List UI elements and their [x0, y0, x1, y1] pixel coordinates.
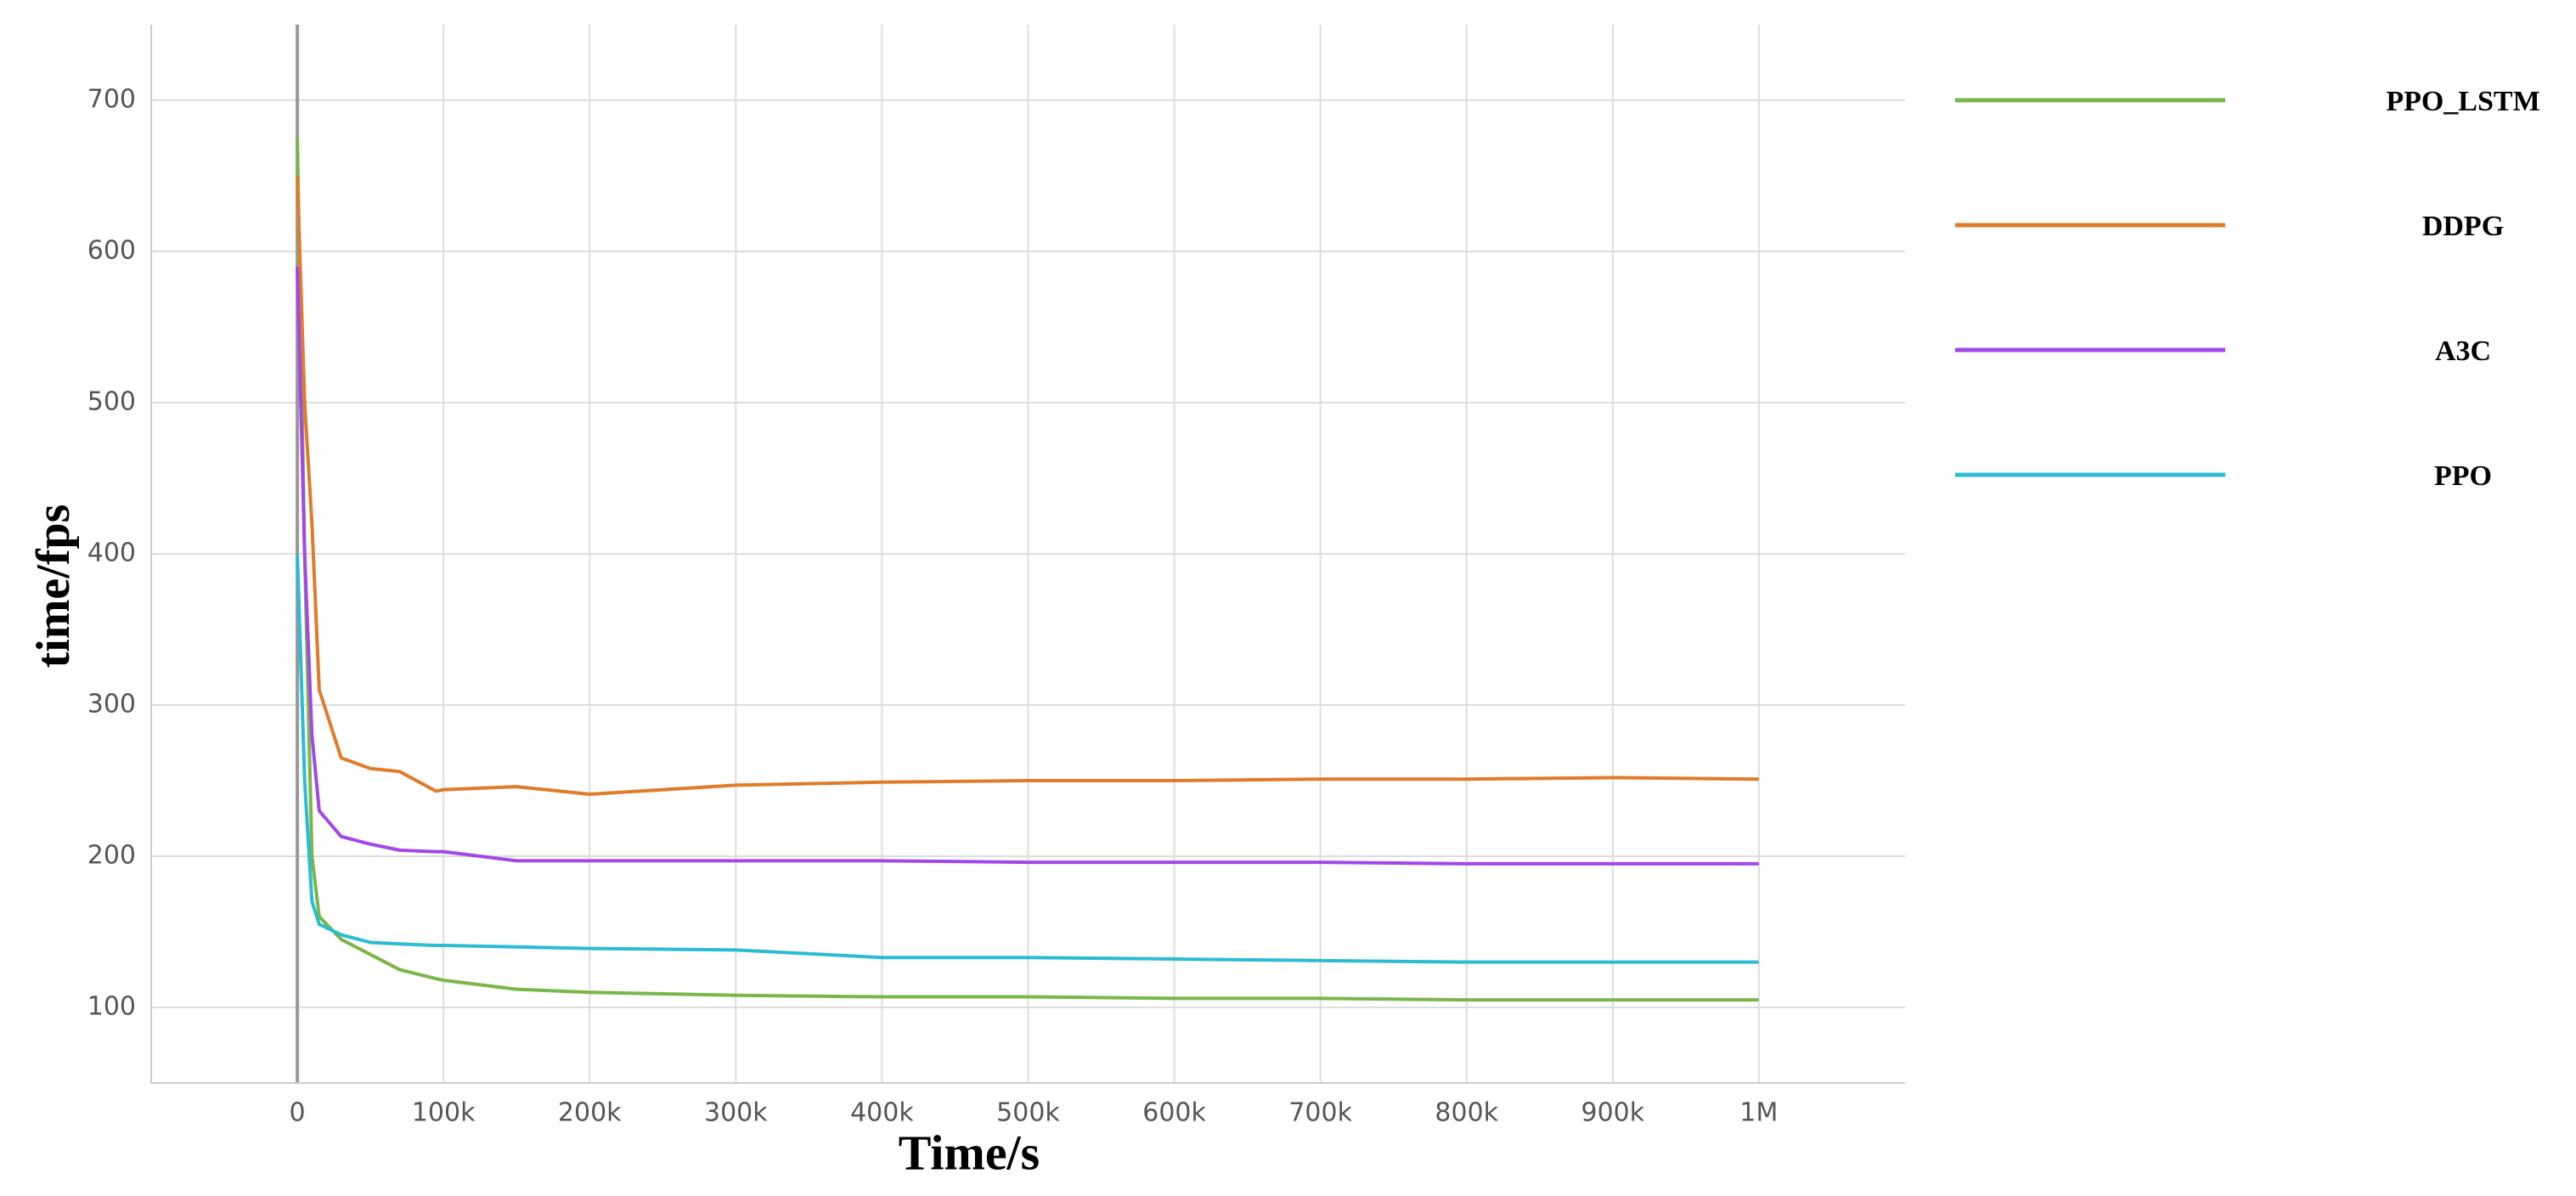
y-tick-label: 700 [87, 85, 136, 115]
legend-label: PPO_LSTM [2386, 86, 2539, 117]
x-tick-label: 0 [290, 1098, 306, 1128]
series-line [296, 138, 1759, 1002]
x-tick-label: 500k [996, 1098, 1060, 1128]
legend-label: A3C [2435, 336, 2491, 367]
legend-label: DDPG [2422, 211, 2504, 242]
series-line [296, 266, 1759, 866]
y-axis-title: time/fps [27, 505, 80, 669]
x-tick-label: 300k [704, 1098, 768, 1128]
legend-label: PPO [2434, 460, 2492, 492]
y-tick-label: 100 [87, 992, 136, 1022]
y-tick-label: 400 [87, 539, 136, 568]
y-tick-label: 500 [87, 387, 136, 417]
x-axis-title: Time/s [899, 1125, 1040, 1180]
y-tick-label: 200 [87, 841, 136, 871]
y-tick-label: 600 [87, 236, 136, 266]
y-tick-label: 300 [87, 690, 136, 719]
x-tick-label: 100k [412, 1098, 476, 1128]
x-tick-label: 700k [1288, 1098, 1352, 1128]
x-tick-label: 600k [1142, 1098, 1206, 1128]
x-tick-label: 800k [1435, 1098, 1498, 1128]
x-tick-label: 400k [850, 1098, 914, 1128]
series-line [296, 175, 1759, 797]
x-tick-label: 1M [1739, 1098, 1778, 1128]
x-tick-label: 200k [558, 1098, 622, 1128]
x-tick-label: 900k [1581, 1098, 1645, 1128]
series-line [296, 553, 1759, 964]
